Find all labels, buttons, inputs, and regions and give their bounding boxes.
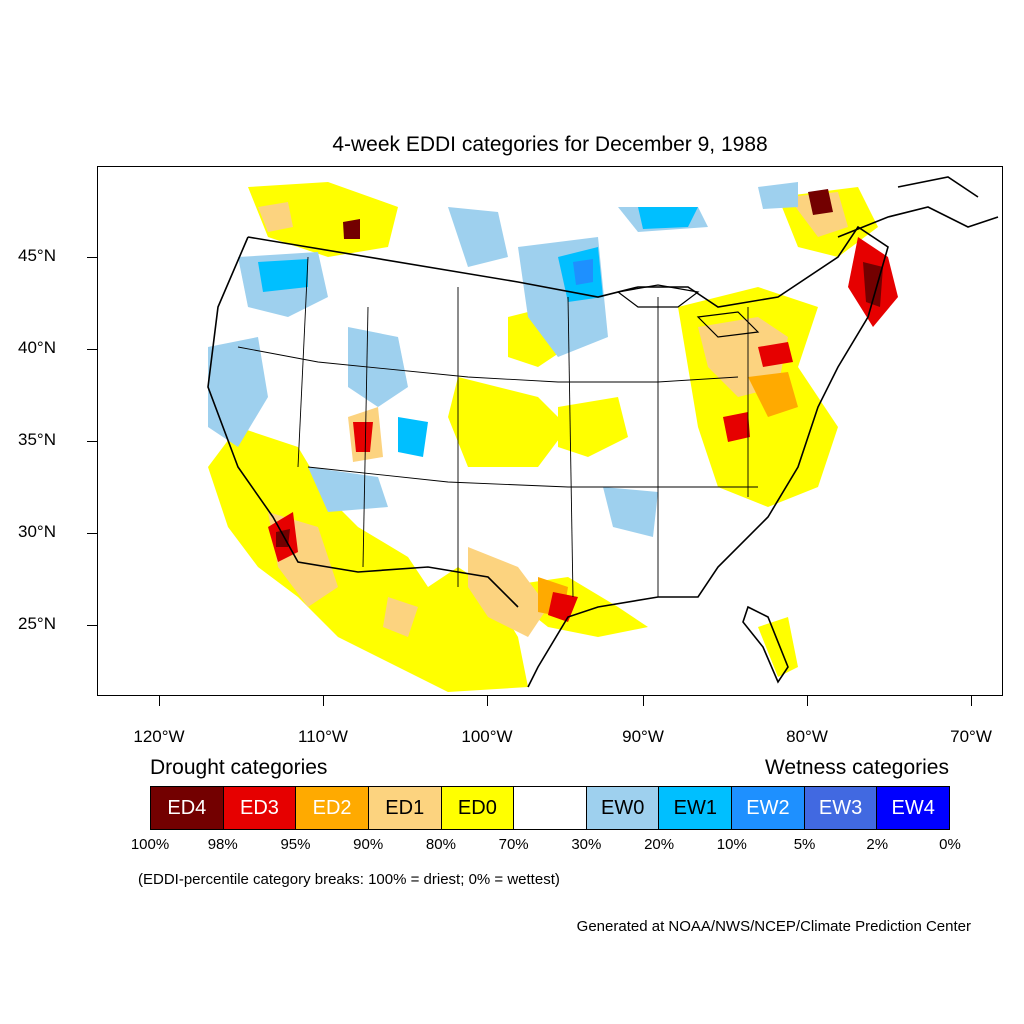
lon-label-100: 100°W	[461, 727, 513, 746]
lon-tick	[643, 696, 644, 706]
lon-tick	[487, 696, 488, 706]
percent-break-label: 5%	[793, 836, 816, 853]
lon-tick	[323, 696, 324, 706]
lon-tick	[971, 696, 972, 706]
legend-box-ed2: ED2	[296, 787, 369, 829]
legend-box-ed3: ED3	[223, 787, 297, 829]
category-note: (EDDI-percentile category breaks: 100% =…	[138, 871, 560, 888]
lon-tick	[807, 696, 808, 706]
lon-label-90: 90°W	[622, 727, 664, 746]
drought-heading: Drought categories	[150, 756, 328, 779]
lon-tick	[159, 696, 160, 706]
lon-label-70: 70°W	[950, 727, 992, 746]
legend-box-ew3: EW3	[804, 787, 878, 829]
lat-label-35: 35°N	[18, 430, 56, 449]
lat-label-40: 40°N	[18, 338, 56, 357]
wetness-heading: Wetness categories	[764, 756, 949, 779]
legend-box-neutral	[514, 787, 587, 829]
category-legend: ED4 ED3 ED2 ED1 ED0 EW0 EW1 EW2 EW3 EW4	[150, 786, 950, 830]
credit-line: Generated at NOAA/NWS/NCEP/Climate Predi…	[576, 918, 971, 935]
percent-break-label: 70%	[498, 836, 529, 853]
boundaries	[207, 176, 999, 688]
lat-label-30: 30°N	[18, 522, 56, 541]
us-map-svg	[207, 176, 999, 692]
percent-break-label: 0%	[939, 836, 961, 853]
lon-label-120: 120°W	[133, 727, 185, 746]
percent-break-label: 10%	[716, 836, 747, 853]
lat-tick	[87, 349, 97, 350]
percent-break-label: 30%	[571, 836, 602, 853]
percent-break-label: 80%	[425, 836, 456, 853]
map-title: 4-week EDDI categories for December 9, 1…	[332, 133, 768, 156]
legend-box-ed4: ED4	[151, 787, 224, 829]
percent-break-label: 2%	[866, 836, 889, 853]
eddi-map	[97, 166, 1003, 696]
legend-box-ed0: ED0	[441, 787, 515, 829]
eddi-shading	[208, 182, 898, 692]
percent-break-label: 98%	[207, 836, 238, 853]
lat-label-45: 45°N	[18, 246, 56, 265]
percent-break-label: 90%	[353, 836, 384, 853]
legend-box-ew1: EW1	[659, 787, 733, 829]
lat-label-25: 25°N	[18, 614, 56, 633]
legend-box-ew2: EW2	[732, 787, 805, 829]
legend-box-ed1: ED1	[368, 787, 442, 829]
lat-tick	[87, 625, 97, 626]
lon-label-110: 110°W	[298, 727, 348, 746]
legend-box-ew4: EW4	[877, 787, 950, 829]
lat-tick	[87, 257, 97, 258]
legend-box-ew0: EW0	[586, 787, 660, 829]
percent-break-label: 95%	[280, 836, 311, 853]
lat-tick	[87, 441, 97, 442]
lon-label-80: 80°W	[786, 727, 828, 746]
percent-break-label: 20%	[644, 836, 675, 853]
percent-break-label: 100%	[130, 836, 170, 853]
lat-tick	[87, 533, 97, 534]
